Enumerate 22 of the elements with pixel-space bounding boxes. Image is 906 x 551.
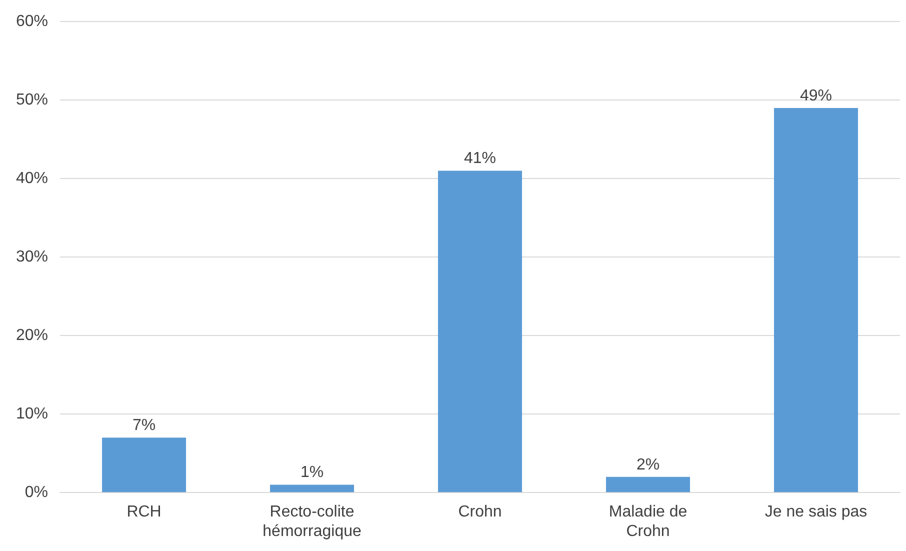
y-tick-label: 10% [16,406,48,423]
y-tick-label: 20% [16,327,48,344]
y-tick-label: 30% [16,248,48,266]
y-tick-label: 40% [16,170,48,188]
x-tick-label: Recto-colite hémorragique [262,504,362,540]
bar [270,484,354,492]
data-label: 7% [132,417,156,434]
y-tick-label: 50% [16,92,48,109]
x-tick-label: Crohn [458,504,502,521]
bar [438,170,522,492]
data-label: 2% [636,456,660,474]
data-label: 49% [800,87,832,104]
bar [606,476,690,492]
y-tick-label: 0% [24,484,48,502]
y-tick-label: 60% [16,13,48,30]
x-tick-label: Je ne sais pas [764,504,868,521]
x-tick-label: Maladie de Crohn [608,504,688,540]
data-label: 41% [464,150,496,168]
bar [774,108,858,492]
bar [102,438,186,492]
data-label: 1% [300,464,324,482]
x-tick-label: RCH [126,504,162,521]
